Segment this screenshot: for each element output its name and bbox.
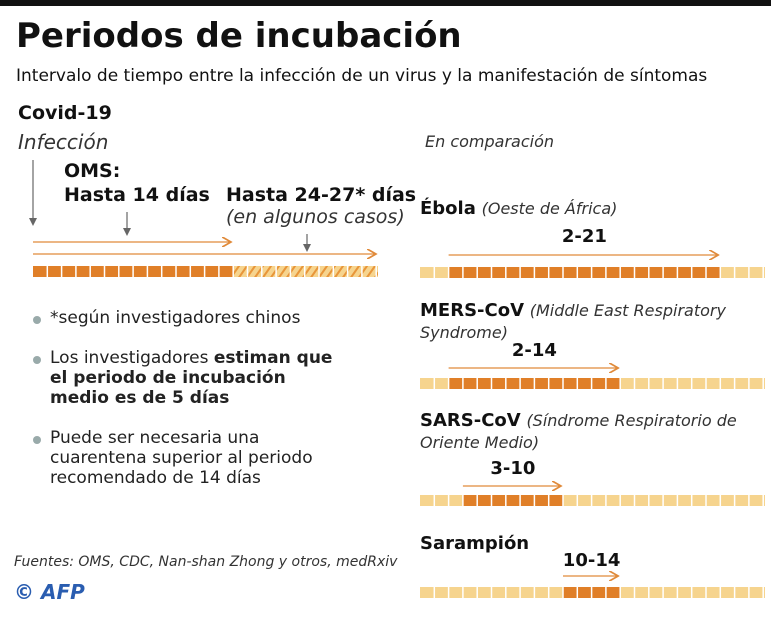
disease-detail: (Oeste de África) (481, 199, 618, 218)
disease-detail: (Middle East Respiratory Syndrome) (420, 301, 726, 342)
oms-days: Hasta 14 días (64, 184, 210, 206)
arrow-head (123, 228, 131, 236)
note: *según investigadores chinos (50, 308, 350, 328)
note-text: *según investigadores chinos (50, 308, 301, 328)
title: Periodos de incubación (16, 16, 462, 56)
range-label: 2-14 (511, 340, 557, 361)
infection-label: Infección (18, 130, 109, 154)
extended-note: (en algunos casos) (226, 206, 405, 228)
subtitle: Intervalo de tiempo entre la infección d… (16, 66, 708, 86)
note: Puede ser necesaria una cuarentena super… (50, 428, 350, 488)
range-label: 10-14 (562, 550, 621, 571)
disease-name: Ébola (420, 198, 476, 219)
note: Los investigadores estiman que el period… (50, 348, 350, 408)
bullet (33, 356, 41, 364)
note-text: estiman que el periodo de incubación med… (50, 348, 333, 408)
item-name: Ébola (Oeste de África) (420, 198, 750, 220)
item-name: SARS-CoV (Síndrome Respiratorio de Orien… (420, 410, 750, 454)
arrow-head (303, 244, 311, 252)
comparison-heading: En comparación (425, 132, 555, 151)
disease-name: Sarampión (420, 533, 530, 554)
scale-bar (420, 495, 765, 506)
range-bar (448, 267, 721, 278)
extended-days: Hasta 24-27* días (226, 184, 417, 206)
oms-label: OMS: (64, 160, 121, 182)
disease-name: MERS-CoV (420, 300, 525, 321)
range-label: 3-10 (490, 458, 536, 479)
range-bar (462, 495, 563, 506)
note-text: Puede ser necesaria una cuarentena super… (50, 428, 313, 488)
note-text: Los investigadores (50, 348, 214, 368)
covid-title: Covid-19 (18, 102, 112, 124)
extended-bar (233, 266, 378, 277)
item-name: MERS-CoV (Middle East Respiratory Syndro… (420, 300, 750, 344)
range-label: 2-21 (561, 226, 607, 247)
bullet (33, 316, 41, 324)
arrow-head (29, 218, 37, 226)
disease-name: SARS-CoV (420, 410, 521, 431)
item-name: Sarampión (420, 533, 750, 555)
bullet (33, 436, 41, 444)
credit: © AFP (14, 580, 85, 604)
top-rule (0, 0, 771, 6)
disease-detail: (Síndrome Respiratorio de Oriente Medio) (420, 411, 737, 452)
sources: Fuentes: OMS, CDC, Nan-shan Zhong y otro… (14, 554, 398, 570)
